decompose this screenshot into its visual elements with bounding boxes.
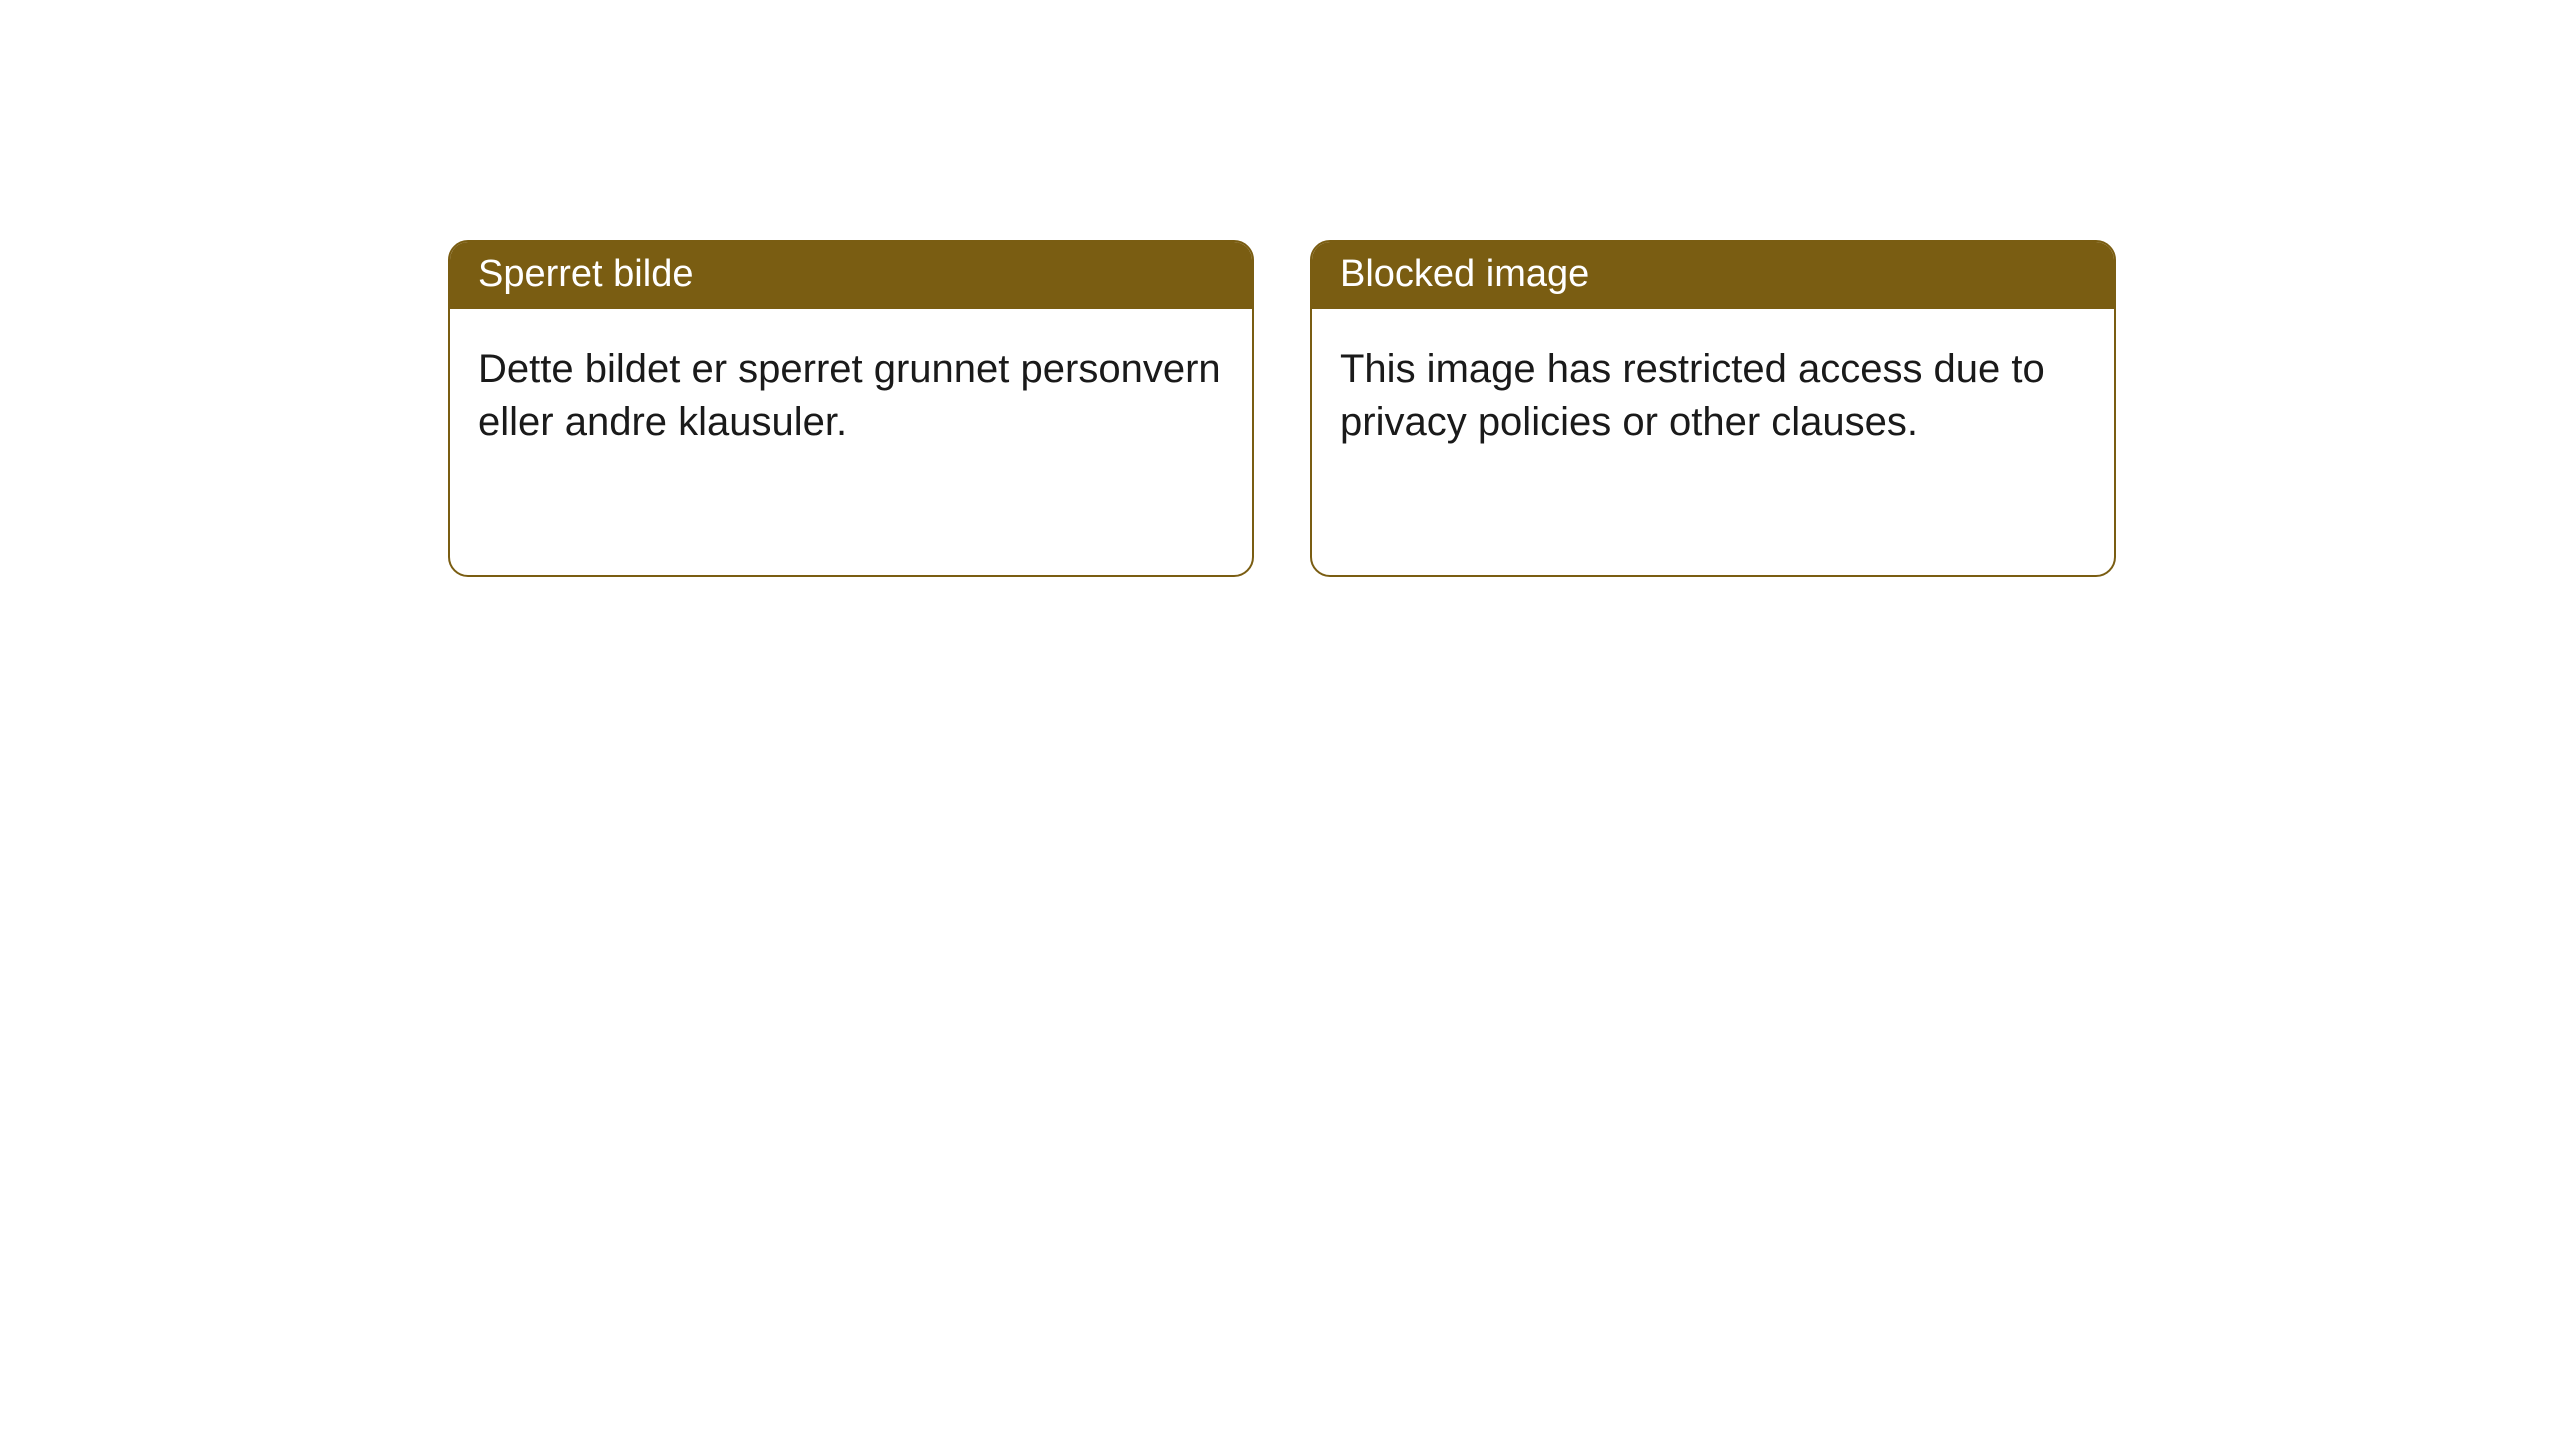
- notice-header: Blocked image: [1312, 242, 2114, 309]
- notice-container: Sperret bilde Dette bildet er sperret gr…: [0, 0, 2560, 577]
- notice-header: Sperret bilde: [450, 242, 1252, 309]
- notice-card-english: Blocked image This image has restricted …: [1310, 240, 2116, 577]
- notice-body: This image has restricted access due to …: [1312, 309, 2114, 477]
- notice-body: Dette bildet er sperret grunnet personve…: [450, 309, 1252, 477]
- notice-card-norwegian: Sperret bilde Dette bildet er sperret gr…: [448, 240, 1254, 577]
